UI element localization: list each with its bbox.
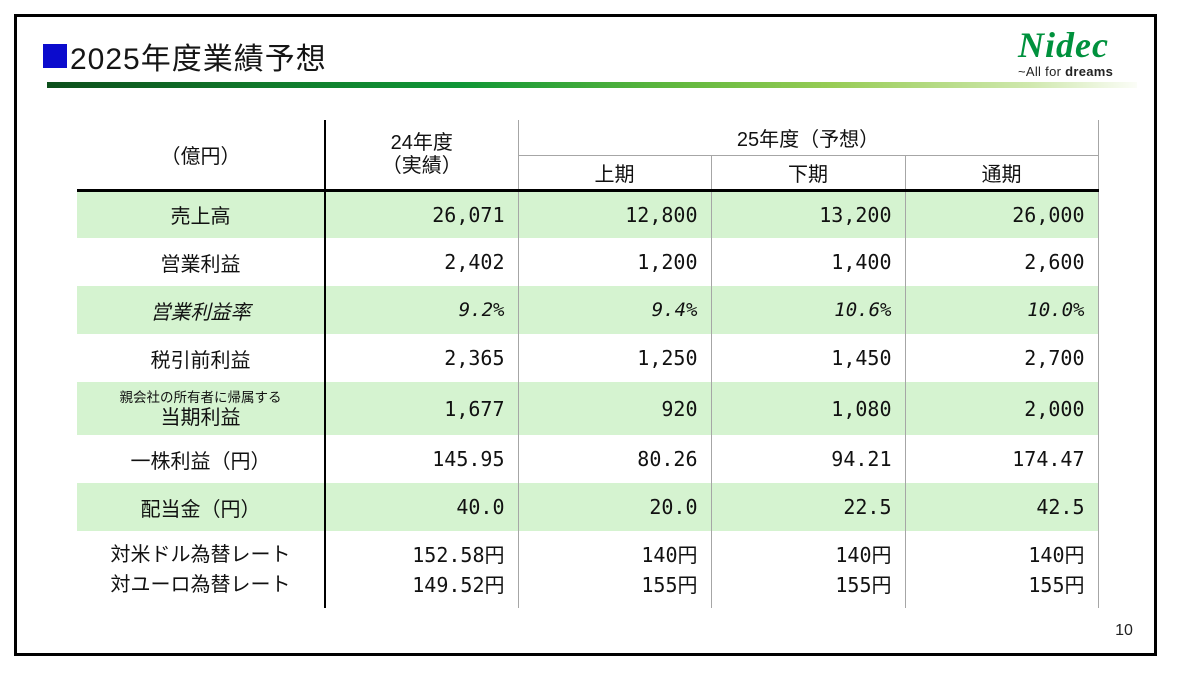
value-h1: 1,250 (518, 334, 712, 382)
usd-rate-full: 140円 (1028, 542, 1085, 567)
value-full: 174.47 (905, 435, 1099, 483)
value-fy24: 2,402 (325, 238, 519, 286)
row-label: 対米ドル為替レート 対ユーロ為替レート (77, 531, 326, 608)
subheader-h1: 上期 (518, 155, 712, 192)
table-row-net-profit: 親会社の所有者に帰属する 当期利益 1,677 920 1,080 2,000 (77, 382, 1099, 435)
nidec-logo-tagline: ~All for dreams (1018, 64, 1136, 79)
value-fy24: 2,365 (325, 334, 519, 382)
table-header-row-2: 上期 下期 通期 (77, 155, 1099, 192)
fy24-header-cell: 24年度 （実績） (325, 120, 519, 192)
value-h2: 1,080 (711, 382, 906, 435)
row-label-small: 親会社の所有者に帰属する (119, 390, 282, 405)
value-h2: 140円 155円 (711, 531, 906, 608)
table-row-operating-margin: 営業利益率 9.2% 9.4% 10.6% 10.0% (77, 286, 1099, 334)
title-bullet-icon (43, 44, 67, 68)
row-label-main: 当期利益 (160, 407, 241, 429)
value-fy24: 152.58円 149.52円 (325, 531, 519, 608)
value-h2: 13,200 (711, 190, 906, 238)
nidec-logo: Nidec ~All for dreams (1018, 25, 1136, 79)
title-underline-rule (47, 82, 1137, 88)
tagline-prefix: ~All for (1018, 64, 1066, 79)
value-full: 10.0% (905, 286, 1099, 334)
value-h1: 20.0 (518, 483, 712, 531)
tagline-bold: dreams (1065, 64, 1114, 79)
fy24-header-line2: （実績） (381, 155, 462, 178)
usd-rate-label: 対米ドル為替レート (110, 543, 291, 566)
forecast-table: （億円） 24年度 （実績） 25年度（予想） 上期 下期 通期 売上高 26,… (77, 120, 1099, 608)
value-h1: 80.26 (518, 435, 712, 483)
table-row-pretax-profit: 税引前利益 2,365 1,250 1,450 2,700 (77, 334, 1099, 382)
value-h1: 12,800 (518, 190, 712, 238)
value-h2: 22.5 (711, 483, 906, 531)
title-row: 2025年度業績予想 (43, 36, 327, 76)
row-label: 営業利益率 (77, 286, 326, 334)
usd-rate-h2: 140円 (835, 542, 892, 567)
eur-rate-h2: 155円 (835, 572, 892, 597)
value-h2: 1,400 (711, 238, 906, 286)
value-h2: 94.21 (711, 435, 906, 483)
eur-rate-fy24: 149.52円 (412, 572, 505, 597)
subheader-h2: 下期 (711, 155, 906, 192)
fy25-header-cell: 25年度（予想） (518, 120, 1099, 156)
row-label: 親会社の所有者に帰属する 当期利益 (77, 382, 326, 435)
eur-rate-label: 対ユーロ為替レート (110, 573, 291, 596)
value-fy24: 145.95 (325, 435, 519, 483)
fy24-header-line1: 24年度 (390, 132, 453, 155)
usd-rate-fy24: 152.58円 (412, 542, 505, 567)
eur-rate-h1: 155円 (641, 572, 698, 597)
value-full: 140円 155円 (905, 531, 1099, 608)
row-label: 営業利益 (77, 238, 326, 286)
usd-rate-h1: 140円 (641, 542, 698, 567)
row-label: 税引前利益 (77, 334, 326, 382)
row-label: 配当金（円） (77, 483, 326, 531)
table-header-row-1: （億円） 24年度 （実績） 25年度（予想） (77, 120, 1099, 192)
value-h1: 9.4% (518, 286, 712, 334)
value-full: 2,600 (905, 238, 1099, 286)
table-row-sales: 売上高 26,071 12,800 13,200 26,000 (77, 190, 1099, 238)
table-row-dividend: 配当金（円） 40.0 20.0 22.5 42.5 (77, 483, 1099, 531)
page-number: 10 (1115, 622, 1133, 639)
value-h1: 920 (518, 382, 712, 435)
forecast-table-wrap: （億円） 24年度 （実績） 25年度（予想） 上期 下期 通期 売上高 26,… (77, 120, 1099, 608)
value-fy24: 26,071 (325, 190, 519, 238)
row-label: 一株利益（円） (77, 435, 326, 483)
value-h1: 140円 155円 (518, 531, 712, 608)
value-full: 26,000 (905, 190, 1099, 238)
table-row-eps: 一株利益（円） 145.95 80.26 94.21 174.47 (77, 435, 1099, 483)
page-title: 2025年度業績予想 (70, 43, 327, 76)
table-row-operating-profit: 営業利益 2,402 1,200 1,400 2,600 (77, 238, 1099, 286)
unit-header-cell: （億円） (77, 120, 326, 192)
eur-rate-full: 155円 (1028, 572, 1085, 597)
value-h1: 1,200 (518, 238, 712, 286)
nidec-logo-wordmark: Nidec (1018, 25, 1109, 65)
value-fy24: 40.0 (325, 483, 519, 531)
subheader-full: 通期 (905, 155, 1099, 192)
row-label: 売上高 (77, 190, 326, 238)
value-full: 2,000 (905, 382, 1099, 435)
table-row-exchange-rates: 対米ドル為替レート 対ユーロ為替レート 152.58円 149.52円 140円… (77, 531, 1099, 608)
value-full: 2,700 (905, 334, 1099, 382)
value-h2: 10.6% (711, 286, 906, 334)
value-full: 42.5 (905, 483, 1099, 531)
value-fy24: 9.2% (325, 286, 519, 334)
value-fy24: 1,677 (325, 382, 519, 435)
value-h2: 1,450 (711, 334, 906, 382)
